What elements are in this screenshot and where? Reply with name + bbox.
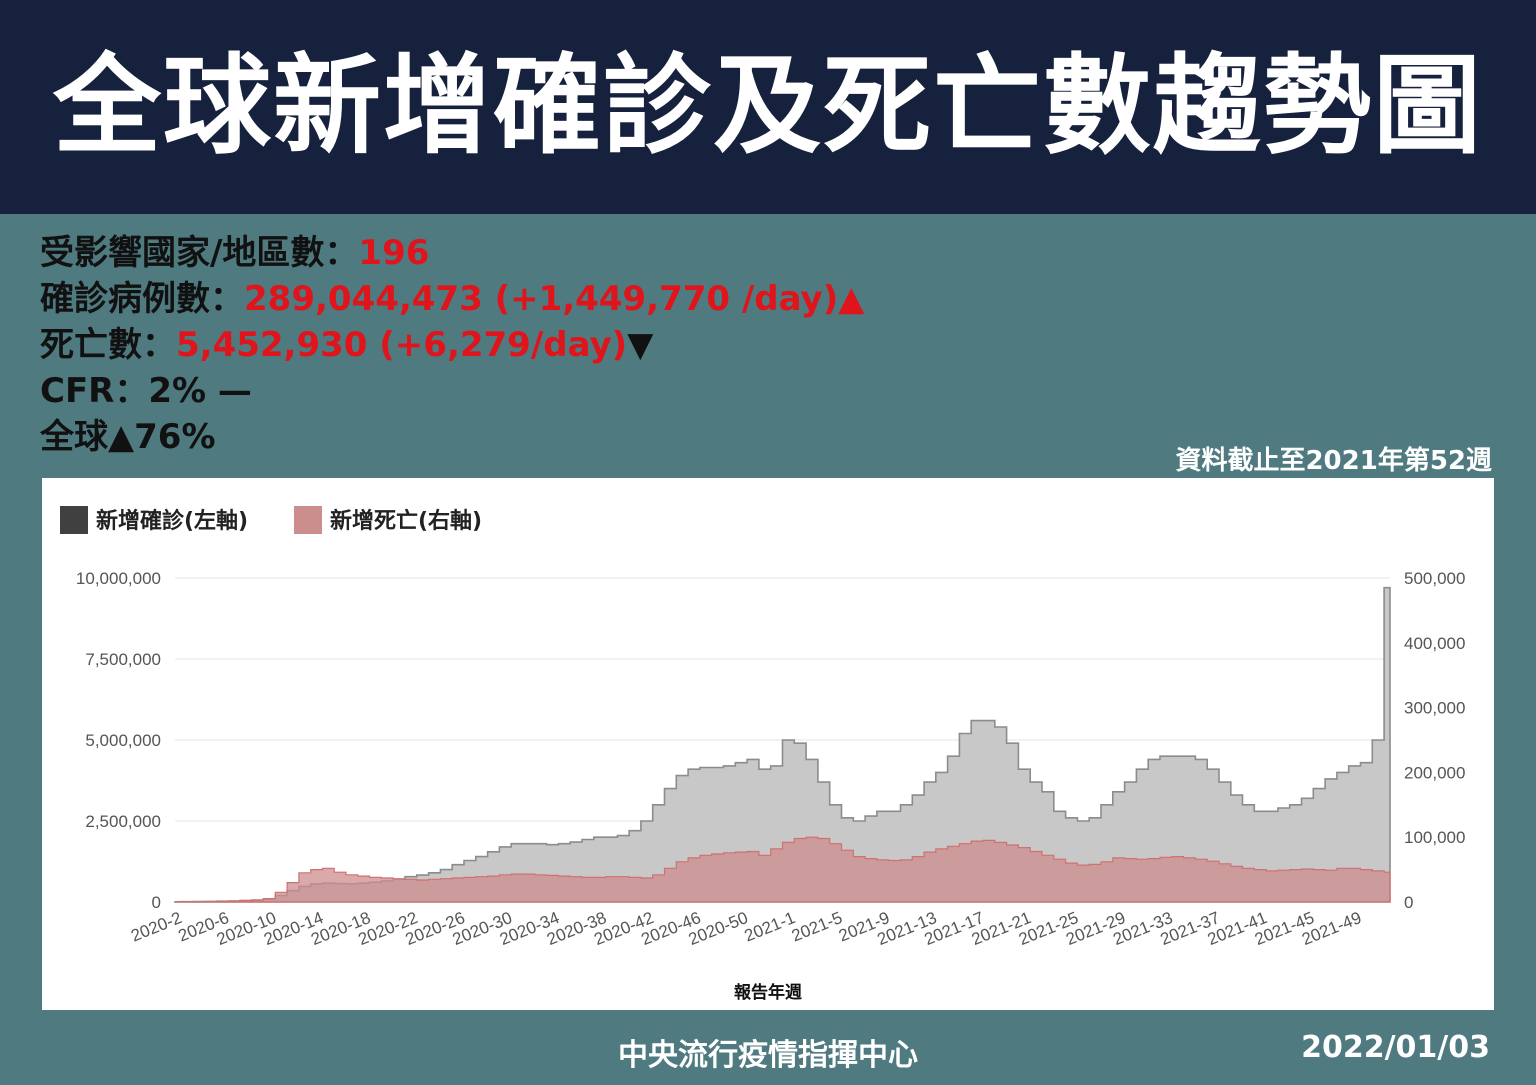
title-banner: 全球新增確診及死亡數趨勢圖 [0, 0, 1536, 214]
y-right-tick-label: 100,000 [1404, 828, 1465, 847]
y-left-tick-label: 5,000,000 [85, 731, 161, 750]
stat-cases-label: 確診病例數： [40, 279, 244, 319]
stat-global: 全球▲76% [40, 417, 216, 457]
series-areas [174, 586, 1391, 903]
legend-swatch [60, 506, 88, 534]
down-arrow-icon: ▼ [627, 325, 654, 365]
y-right-tick-label: 300,000 [1404, 699, 1465, 718]
y-right-tick-label: 500,000 [1404, 569, 1465, 588]
stat-cfr: CFR：2% — [40, 371, 252, 411]
stats-panel: 受影響國家/地區數：196 確診病例數：289,044,473 (+1,449,… [40, 230, 864, 460]
y-left-tick-label: 2,500,000 [85, 812, 161, 831]
y-left-tick-label: 0 [152, 893, 161, 912]
stat-cases: 確診病例數：289,044,473 (+1,449,770 /day)▲ [40, 276, 864, 322]
up-arrow-icon: ▲ [838, 279, 865, 319]
y-left-tick-label: 7,500,000 [85, 650, 161, 669]
x-axis-ticks: 2020-22020-62020-102020-142020-182020-22… [128, 908, 1364, 949]
trend-chart: 0 2,500,000 5,000,000 7,500,000 10,000,000 0… [60, 506, 1465, 1003]
stat-deaths: 死亡數：5,452,930 (+6,279/day)▼ [40, 322, 864, 368]
chart-legend: 新增確診(左軸) 新增死亡(右軸) [60, 506, 482, 534]
y-left-tick-label: 10,000,000 [76, 569, 161, 588]
y-right-tick-label: 200,000 [1404, 763, 1465, 782]
stat-countries-label: 受影響國家/地區數： [40, 233, 359, 273]
chart-panel: 0 2,500,000 5,000,000 7,500,000 10,000,000 0… [42, 478, 1494, 1010]
legend-swatch [294, 506, 322, 534]
x-axis-label: 報告年週 [734, 982, 802, 1003]
legend-label: 新增死亡(右軸) [330, 508, 482, 534]
page-title: 全球新增確診及死亡數趨勢圖 [52, 44, 1483, 169]
data-cutoff-note: 資料截止至2021年第52週 [1175, 446, 1492, 476]
y-right-tick-label: 400,000 [1404, 634, 1465, 653]
legend-label: 新增確診(左軸) [96, 508, 248, 534]
stat-cases-value: 289,044,473 (+1,449,770 /day) [244, 279, 839, 319]
stat-countries: 受影響國家/地區數：196 [40, 230, 864, 276]
stat-deaths-label: 死亡數： [40, 325, 176, 365]
stat-countries-value: 196 [358, 233, 430, 273]
series-deaths-area [174, 836, 1391, 903]
footer-date: 2022/01/03 [1301, 1030, 1490, 1065]
stat-deaths-value: 5,452,930 (+6,279/day) [176, 325, 628, 365]
y-axis-right: 0 100,000 200,000 300,000 400,000 500,000 [1404, 569, 1465, 912]
y-right-tick-label: 0 [1404, 893, 1413, 912]
y-axis-left: 0 2,500,000 5,000,000 7,500,000 10,000,000 [76, 569, 161, 912]
footer-organization: 中央流行疫情指揮中心 [618, 1038, 918, 1073]
